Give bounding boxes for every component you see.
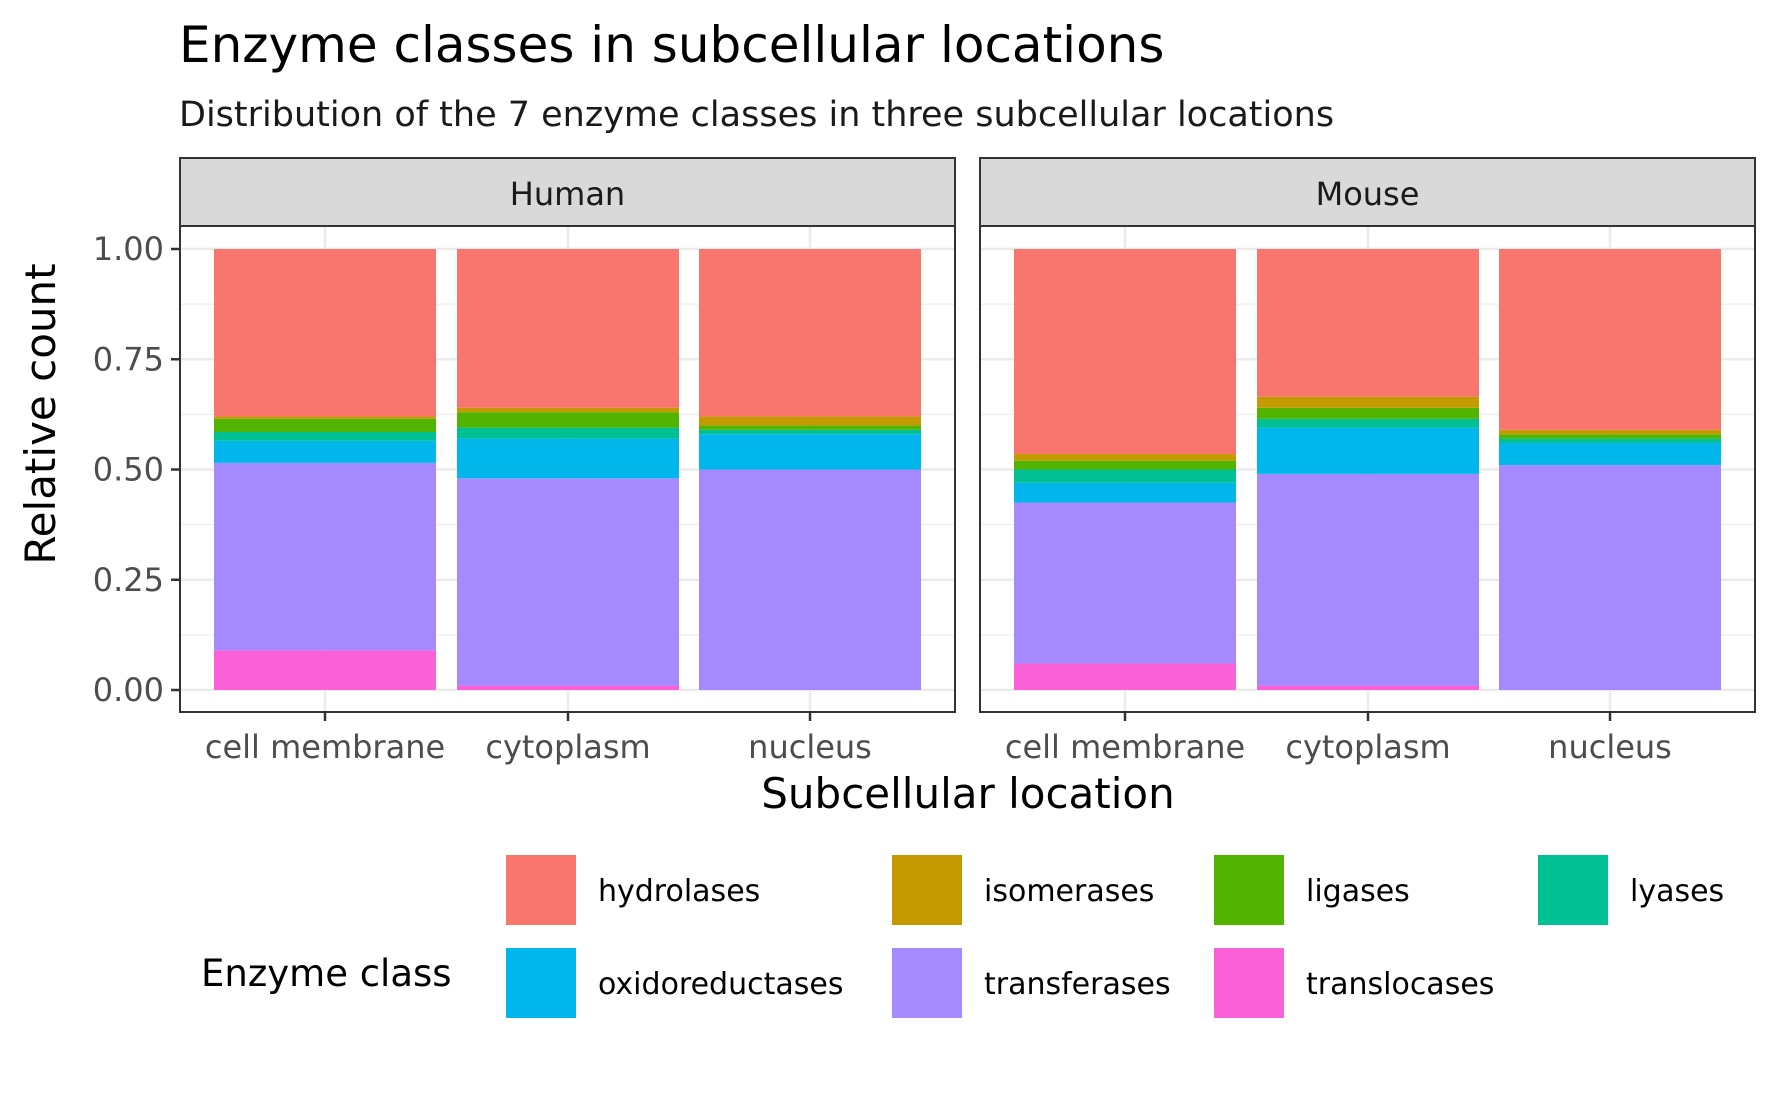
legend-key-hydrolases	[506, 855, 576, 925]
facet-mouse: Mouse cell membrane cytoplasm nucleus	[979, 157, 1756, 766]
legend-item-oxidoreductases: oxidoreductases	[506, 948, 843, 1018]
bar-segment-transferases	[1499, 465, 1721, 690]
legend-key-oxidoreductases	[506, 948, 576, 1018]
legend-item-lyases: lyases	[1538, 855, 1724, 925]
bar-segment-lyases	[214, 432, 436, 441]
legend: Enzyme class hydrolases isomerases ligases…	[201, 855, 1724, 1018]
bar-segment-oxidoreductases	[457, 438, 679, 479]
facet-strip	[979, 157, 1756, 227]
bar-segment-oxidoreductases	[1014, 482, 1236, 503]
legend-key-ligases	[1214, 855, 1284, 925]
bar-segment-hydrolases	[1499, 249, 1721, 430]
bar-segment-oxidoreductases	[214, 440, 436, 463]
bar-segment-transferases	[457, 478, 679, 686]
bar-segment-translocases	[457, 685, 679, 690]
x-tick-label: nucleus	[748, 728, 872, 766]
bar-segment-transferases	[1257, 473, 1479, 686]
bar-segment-ligases	[1014, 460, 1236, 470]
facet-human: Human 0.00 0.25 0.50 0.75 1.00 cell membrane cy…	[93, 157, 956, 766]
bar-segment-hydrolases	[214, 249, 436, 417]
legend-key-isomerases	[892, 855, 962, 925]
bar-segment-isomerases	[457, 407, 679, 413]
bar-segment-ligases	[699, 425, 921, 430]
bar-segment-isomerases	[214, 416, 436, 419]
bar-segment-isomerases	[1499, 429, 1721, 435]
bar-stack-nucleus	[1499, 249, 1721, 690]
facet-panels: Human 0.00 0.25 0.50 0.75 1.00 cell membrane cy…	[93, 157, 1756, 766]
facet-strip	[179, 157, 956, 227]
chart-subtitle: Distribution of the 7 enzyme classes in …	[179, 95, 1334, 135]
bar-segment-translocases	[214, 650, 436, 690]
x-tick-label: cytoplasm	[485, 728, 650, 766]
y-tick-label: 0.25	[93, 561, 164, 599]
bar-segment-hydrolases	[457, 249, 679, 408]
y-tick-label: 1.00	[93, 230, 164, 268]
bar-stack-cytoplasm	[1257, 249, 1479, 690]
bar-segment-ligases	[1257, 407, 1479, 419]
bar-segment-translocases	[1014, 663, 1236, 690]
bar-stack-cytoplasm	[457, 249, 679, 690]
bar-stack-cell-membrane	[1014, 249, 1236, 690]
legend-item-ligases: ligases	[1214, 855, 1410, 925]
legend-label-oxidoreductases: oxidoreductases	[598, 967, 843, 1002]
bar-segment-isomerases	[699, 416, 921, 426]
bar-segment-isomerases	[1014, 454, 1236, 461]
y-axis-title: Relative count	[16, 263, 65, 564]
bar-segment-lyases	[1257, 418, 1479, 428]
bar-segment-hydrolases	[1257, 249, 1479, 397]
bar-stack-nucleus	[699, 249, 921, 690]
bar-segment-lyases	[1014, 469, 1236, 483]
bar-segment-oxidoreductases	[1499, 443, 1721, 466]
legend-item-translocases: translocases	[1214, 948, 1494, 1018]
legend-key-transferases	[892, 948, 962, 1018]
bar-segment-hydrolases	[1014, 249, 1236, 455]
bar-segment-ligases	[457, 412, 679, 428]
y-tick-label: 0.75	[93, 340, 164, 378]
legend-key-lyases	[1538, 855, 1608, 925]
bar-segment-oxidoreductases	[699, 434, 921, 470]
bar-segment-transferases	[699, 469, 921, 690]
bar-segment-lyases	[457, 427, 679, 439]
facet-strip-label: Human	[510, 175, 625, 213]
bar-segment-ligases	[1499, 434, 1721, 439]
legend-item-isomerases: isomerases	[892, 855, 1154, 925]
bar-segment-transferases	[1014, 502, 1236, 664]
bar-segment-hydrolases	[699, 249, 921, 417]
y-tick-label: 0.50	[93, 451, 164, 489]
y-tick-label: 0.00	[93, 671, 164, 709]
bar-segment-translocases	[1257, 685, 1479, 690]
legend-label-hydrolases: hydrolases	[598, 874, 760, 909]
legend-label-transferases: transferases	[984, 967, 1171, 1002]
bar-stack-cell-membrane	[214, 249, 436, 690]
legend-label-isomerases: isomerases	[984, 874, 1154, 909]
legend-key-translocases	[1214, 948, 1284, 1018]
facet-strip-label: Mouse	[1316, 175, 1420, 213]
chart-title: Enzyme classes in subcellular locations	[179, 16, 1164, 74]
bar-segment-ligases	[214, 418, 436, 433]
x-tick-label: nucleus	[1548, 728, 1672, 766]
x-tick-label: cell membrane	[205, 728, 445, 766]
bar-segment-isomerases	[1257, 396, 1479, 408]
legend-item-hydrolases: hydrolases	[506, 855, 760, 925]
bar-segment-lyases	[699, 429, 921, 435]
legend-label-lyases: lyases	[1630, 874, 1724, 909]
bar-segment-lyases	[1499, 438, 1721, 444]
legend-label-ligases: ligases	[1306, 874, 1410, 909]
bar-segment-transferases	[214, 462, 436, 651]
x-tick-label: cytoplasm	[1285, 728, 1450, 766]
x-axis-title: Subcellular location	[761, 769, 1175, 818]
legend-item-transferases: transferases	[892, 948, 1171, 1018]
legend-label-translocases: translocases	[1306, 967, 1494, 1002]
bar-segment-oxidoreductases	[1257, 427, 1479, 474]
x-tick-label: cell membrane	[1005, 728, 1245, 766]
legend-title: Enzyme class	[201, 952, 452, 995]
